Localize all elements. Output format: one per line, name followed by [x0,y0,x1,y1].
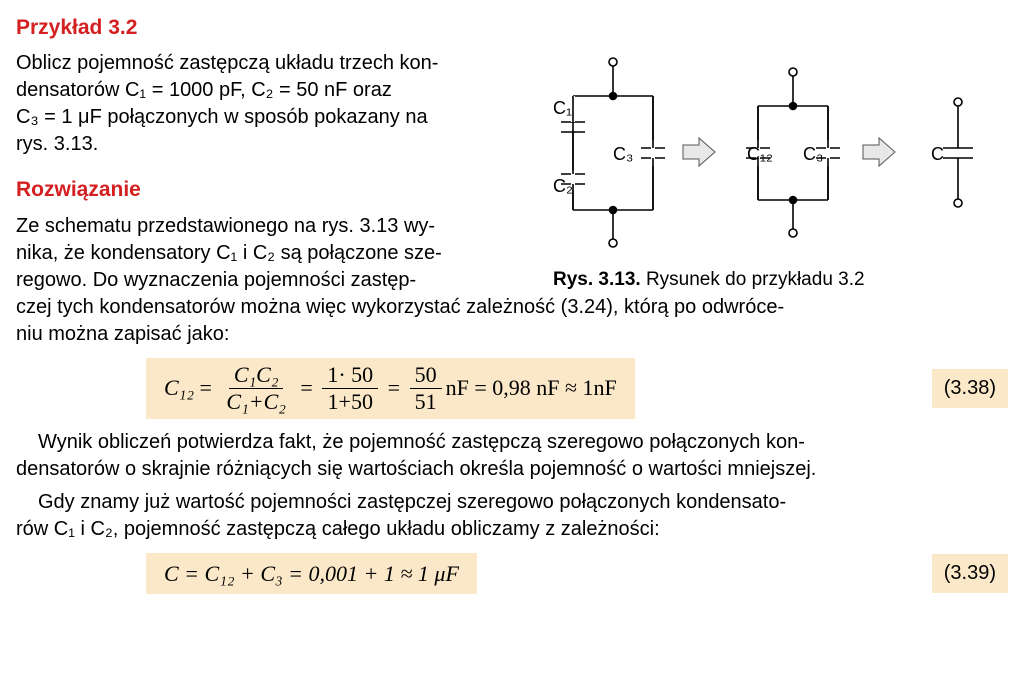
solution-para-a: Ze schematu przedstawionego na rys. 3.13… [16,213,537,294]
svg-text:C₂: C₂ [553,176,573,196]
svg-text:C₁: C₁ [553,98,572,118]
svg-text:C₃: C₃ [613,144,633,164]
equation-2: C = C₁₂ + C₃ = 0,001 + 1 ≈ 1 μF (3.39) [16,553,1008,595]
solution-para-b: czej tych kondensatorów można więc wykor… [16,294,1008,348]
svg-text:C₁₂: C₁₂ [747,144,773,164]
solution-title: Rozwiązanie [16,176,537,204]
circuit-diagram: C₁ C₂ C₃ C₁₂ C₃ C [553,50,1008,255]
example-title: Przykład 3.2 [16,14,1008,42]
svg-text:C₃: C₃ [803,144,823,164]
mid-para-a: Wynik obliczeń potwierdza fakt, że pojem… [16,429,1008,456]
mid-para-d: rów C₁ i C₂, pojemność zastępczą całego … [16,516,1008,543]
figure-caption: Rys. 3.13. Rysunek do przykładu 3.2 [553,267,1008,293]
mid-para-b: densatorów o skrajnie różniących się war… [16,456,1008,483]
equation-1: C₁₂ = C₁C₂C₁+C₂ = 1· 501+50 = 5051 nF = … [16,358,1008,419]
problem-line: Oblicz pojemność zastępczą układu trzech… [16,50,537,158]
mid-para-c: Gdy znamy już wartość pojemności zastępc… [16,489,1008,516]
equation-number: (3.39) [932,554,1008,593]
svg-text:C: C [931,144,944,164]
equation-number: (3.38) [932,369,1008,408]
